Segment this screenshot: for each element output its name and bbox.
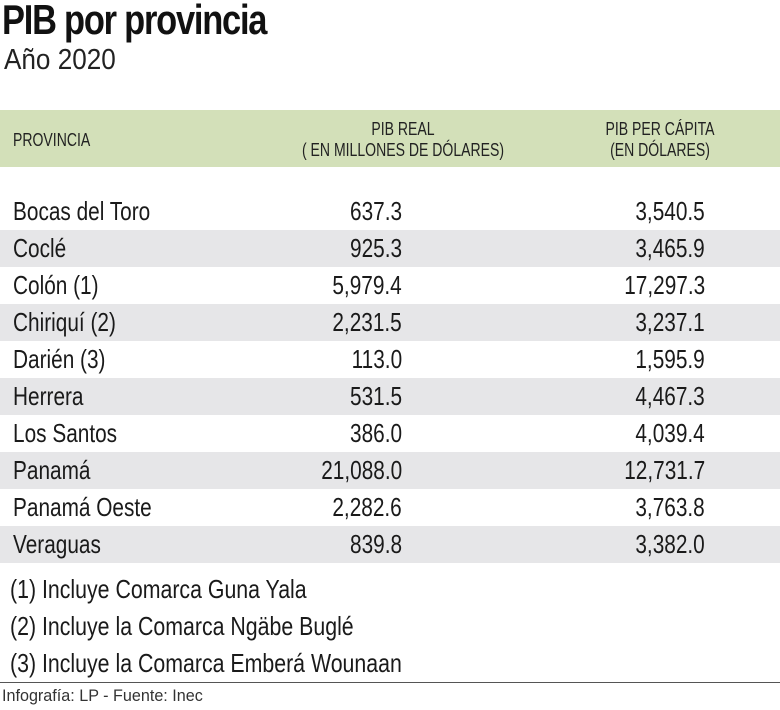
footnote: (3) Incluye la Comarca Emberá Wounaan — [10, 648, 402, 678]
divider — [0, 682, 780, 683]
footnote: (1) Incluye Comarca Guna Yala — [10, 574, 307, 604]
table-row: Bocas del Toro 637.3 3,540.5 — [0, 193, 780, 230]
cell-pib-capita: 17,297.3 — [624, 270, 705, 300]
table-body: Bocas del Toro 637.3 3,540.5 Coclé 925.3… — [0, 193, 780, 563]
column-header-pib-capita-line1: PIB PER CÁPITA — [605, 119, 715, 139]
cell-pib-real: 637.3 — [349, 196, 402, 226]
table-row: Herrera 531.5 4,467.3 — [0, 378, 780, 415]
table-row: Panamá Oeste 2,282.6 3,763.8 — [0, 489, 780, 526]
cell-pib-real: 2,282.6 — [332, 492, 402, 522]
cell-pib-real: 2,231.5 — [332, 307, 402, 337]
source-credit: Infografía: LP - Fuente: Inec — [2, 686, 203, 705]
cell-provincia: Darién (3) — [13, 344, 106, 374]
column-header-provincia: PROVINCIA — [13, 130, 91, 150]
footnotes: (1) Incluye Comarca Guna Yala (2) Incluy… — [10, 571, 488, 682]
column-header-pib-real-line2: ( EN MILLONES DE DÓLARES) — [301, 140, 505, 160]
cell-pib-capita: 4,039.4 — [635, 418, 705, 448]
column-header-pib-capita-line2: (EN DÓLARES) — [610, 140, 710, 160]
cell-provincia: Chiriquí (2) — [13, 307, 116, 337]
table-header: PROVINCIA PIB REAL ( EN MILLONES DE DÓLA… — [0, 110, 780, 167]
cell-pib-capita: 3,465.9 — [635, 233, 705, 263]
cell-pib-capita: 3,763.8 — [635, 492, 705, 522]
cell-provincia: Panamá Oeste — [13, 492, 152, 522]
table-row: Colón (1) 5,979.4 17,297.3 — [0, 267, 780, 304]
cell-pib-capita: 3,382.0 — [635, 529, 705, 559]
cell-provincia: Los Santos — [13, 418, 118, 448]
cell-provincia: Herrera — [13, 381, 84, 411]
cell-pib-capita: 12,731.7 — [624, 455, 705, 485]
column-header-pib-real-line1: PIB REAL — [371, 119, 435, 139]
cell-pib-capita: 3,540.5 — [635, 196, 705, 226]
column-header-pib-real: PIB REAL ( EN MILLONES DE DÓLARES) — [286, 119, 520, 161]
cell-provincia: Panamá — [13, 455, 91, 485]
cell-pib-real: 531.5 — [349, 381, 402, 411]
page-title: PIB por provincia — [2, 0, 267, 43]
cell-pib-capita: 1,595.9 — [635, 344, 705, 374]
cell-provincia: Veraguas — [13, 529, 101, 559]
cell-provincia: Colón (1) — [13, 270, 99, 300]
cell-pib-real: 113.0 — [351, 344, 402, 374]
cell-pib-real: 386.0 — [349, 418, 402, 448]
cell-pib-real: 839.8 — [349, 529, 402, 559]
table-row: Panamá 21,088.0 12,731.7 — [0, 452, 780, 489]
page-subtitle: Año 2020 — [4, 44, 116, 76]
cell-pib-real: 925.3 — [349, 233, 402, 263]
table-row: Los Santos 386.0 4,039.4 — [0, 415, 780, 452]
table-row: Darién (3) 113.0 1,595.9 — [0, 341, 780, 378]
footnote: (2) Incluye la Comarca Ngäbe Buglé — [10, 611, 354, 641]
cell-pib-real: 21,088.0 — [321, 455, 402, 485]
cell-pib-real: 5,979.4 — [332, 270, 402, 300]
cell-provincia: Bocas del Toro — [13, 196, 151, 226]
cell-pib-capita: 3,237.1 — [635, 307, 705, 337]
table-row: Chiriquí (2) 2,231.5 3,237.1 — [0, 304, 780, 341]
cell-provincia: Coclé — [13, 233, 67, 263]
cell-pib-capita: 4,467.3 — [635, 381, 705, 411]
column-header-pib-capita: PIB PER CÁPITA (EN DÓLARES) — [605, 119, 715, 161]
table-row: Coclé 925.3 3,465.9 — [0, 230, 780, 267]
table-row: Veraguas 839.8 3,382.0 — [0, 526, 780, 563]
